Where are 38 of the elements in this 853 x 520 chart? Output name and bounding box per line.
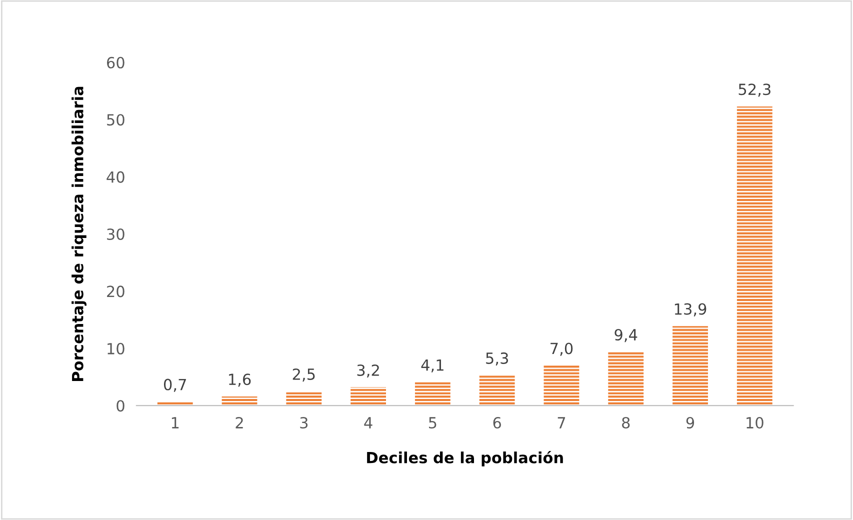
data-label: 0,7 [164,378,186,392]
x-tick-label: 1 [172,417,179,428]
x-axis-title: Deciles de la población [367,450,563,466]
y-tick-label: 30 [107,228,124,240]
x-tick-label: 10 [746,416,764,429]
y-axis-title: Porcentaje de riqueza inmobiliaria [72,86,86,381]
x-tick-label: 7 [558,417,566,428]
data-label: 7,0 [550,342,573,356]
data-label: 4,1 [421,360,444,372]
bar [222,396,258,406]
data-label: 5,3 [486,352,508,366]
x-tick-label: 3 [300,416,308,429]
x-tick-label: 4 [364,417,372,428]
y-tick-label: 50 [107,114,124,126]
bar [414,382,450,406]
data-label: 9,4 [614,328,638,342]
x-tick-label: 9 [686,416,694,429]
data-label: 2,5 [292,368,315,382]
y-tick-label: 40 [106,171,124,183]
bar [479,375,515,406]
x-tick-label: 8 [622,416,630,429]
bar [544,366,580,406]
y-tick-label: 60 [106,56,124,68]
bar [350,387,386,406]
bar [286,391,322,406]
y-tick-label: 20 [107,286,124,298]
bar [608,352,644,406]
bar [672,326,708,406]
x-tick-label: 6 [493,416,501,429]
data-label: 3,2 [357,364,379,378]
data-label: 1,6 [229,374,251,387]
x-tick-label: 5 [429,417,436,429]
bar [736,106,772,406]
x-tick-label: 2 [236,416,243,428]
data-label: 13,9 [674,303,706,316]
y-tick-label: 10 [108,342,124,354]
data-label: 52,3 [738,84,770,97]
y-tick-label: 0 [116,400,124,412]
